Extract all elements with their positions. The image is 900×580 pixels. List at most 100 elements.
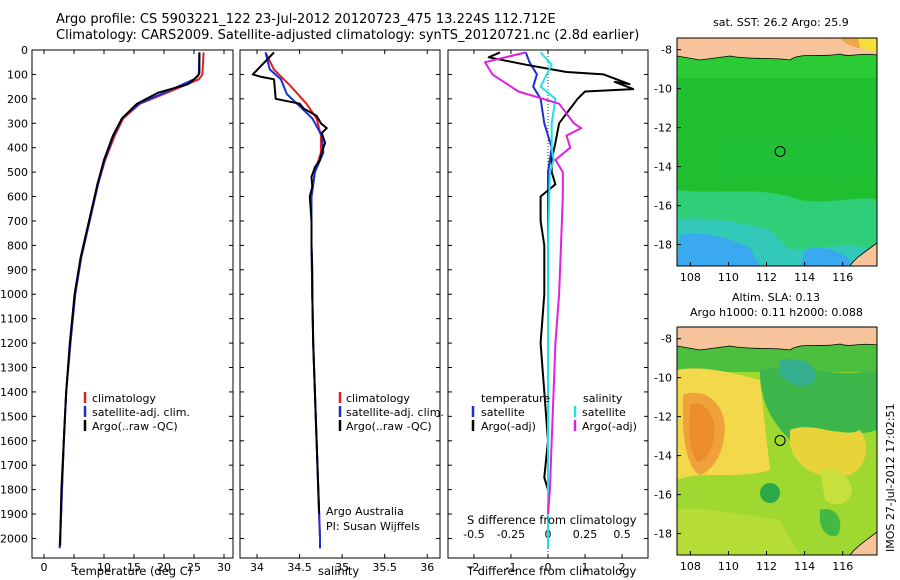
sst-map-ytick-label: -10 [654, 83, 672, 96]
temperature-legend-clim: climatology [92, 392, 156, 405]
sst-map-ytick-label: -12 [654, 122, 672, 135]
difference-s-xtick-label: 0.25 [573, 528, 598, 541]
temperature-xtick-label: 0 [41, 561, 48, 574]
sst-map-xtick-label: 108 [680, 271, 701, 284]
difference-xtick-label: 2 [619, 561, 626, 574]
sla-map-ytick-label: -18 [654, 528, 672, 541]
temperature-series-group [58, 52, 205, 549]
salinity-series-group [251, 51, 328, 549]
salinity-legend-sat: satellite-adj. clim. [346, 406, 444, 419]
difference-s-xtick-label: -0.25 [497, 528, 525, 541]
sst-map-title: sat. SST: 26.2 Argo: 25.9 [713, 16, 849, 29]
sla-map-subtitle: Argo h1000: 0.11 h2000: 0.088 [690, 306, 863, 319]
difference-s-xtick-label: 0.5 [613, 528, 631, 541]
salinity-legend-clim: climatology [346, 392, 410, 405]
sla-map-ytick-label: -14 [654, 450, 672, 463]
temperature-xtick-label: 15 [127, 561, 141, 574]
difference-legend-temp-argo: Argo(-adj) [481, 420, 536, 433]
depth-ytick-label: 1300 [0, 362, 28, 375]
sla-map-ytick-label: -12 [654, 411, 672, 424]
chart-subtitle: Climatology: CARS2009. Satellite-adjuste… [56, 28, 640, 43]
difference-xtick-label: -2 [468, 561, 479, 574]
difference-legend-temperature-header: temperature [481, 392, 550, 405]
salinity-xtick-label: 35 [335, 561, 349, 574]
sla-map-xtick-label: 114 [794, 560, 815, 573]
temperature-series-satellite-adj-clim [58, 52, 201, 549]
difference-legend-salinity-header: salinity [583, 392, 623, 405]
sst-map-ytick-label: -16 [654, 200, 672, 213]
depth-ytick-label: 200 [7, 93, 28, 106]
sst-map-xtick-label: 112 [756, 271, 777, 284]
depth-ytick-label: 600 [7, 191, 28, 204]
difference-xtick-label: 0 [545, 561, 552, 574]
salinity-note-line1: Argo Australia [326, 505, 404, 518]
depth-ytick-label: 700 [7, 215, 28, 228]
sla-map-xtick-label: 108 [680, 560, 701, 573]
salinity-xtick-label: 34 [250, 561, 264, 574]
dynamic-chart-layer: 0 5 10 15 20 25 300100200300400500600700800900… [0, 44, 853, 574]
salinity-legend-argo: Argo(..raw -QC) [346, 420, 432, 433]
depth-ytick-label: 500 [7, 166, 28, 179]
salinity-xlabel: salinity [318, 564, 359, 578]
temperature-legend-argo: Argo(..raw -QC) [92, 420, 178, 433]
sla-map-xtick-label: 110 [718, 560, 739, 573]
temperature-xtick-label: 25 [187, 561, 201, 574]
t-difference-xlabel: T difference from climatology [466, 564, 637, 578]
difference-legend-temp-sat: satellite [481, 406, 525, 419]
depth-ytick-label: 0 [21, 44, 28, 57]
depth-ytick-label: 1200 [0, 337, 28, 350]
sla-map-ytick-label: -16 [654, 489, 672, 502]
depth-ytick-label: 1600 [0, 435, 28, 448]
sla-map-ytick-label: -8 [661, 333, 672, 346]
sla-map-frame [676, 326, 878, 556]
sla-map-argo-marker [774, 434, 786, 446]
depth-ytick-label: 1700 [0, 459, 28, 472]
difference-legend: temperature salinity satellite Argo(-adj… [471, 392, 637, 433]
salinity-xtick-label: 35.5 [372, 561, 397, 574]
depth-ytick-label: 1500 [0, 410, 28, 423]
difference-xtick-label: -1 [505, 561, 516, 574]
footer-timestamp: IMOS 27-Jul-2012 17:02:51 [884, 403, 897, 552]
salinity-xtick-label: 34.5 [287, 561, 312, 574]
salinity-legend: climatology satellite-adj. clim. Argo(..… [338, 392, 444, 433]
difference-series-group [484, 51, 635, 549]
sla-map-xtick-label: 116 [832, 560, 853, 573]
depth-ytick-label: 1900 [0, 508, 28, 521]
salinity-panel-frame [239, 49, 441, 559]
depth-ytick-label: 900 [7, 264, 28, 277]
salinity-note-line2: PI: Susan Wijffels [326, 520, 420, 533]
sla-map-ytick-label: -10 [654, 372, 672, 385]
difference-legend-sal-sat: satellite [582, 406, 626, 419]
difference-series-salinity-satellite [539, 51, 557, 549]
temperature-panel-frame [31, 49, 234, 559]
sst-map-frame [676, 37, 878, 267]
sst-map-xtick-label: 116 [832, 271, 853, 284]
difference-legend-sal-argo: Argo(-adj) [582, 420, 637, 433]
depth-ytick-label: 1000 [0, 288, 28, 301]
difference-xtick-label: 1 [582, 561, 589, 574]
depth-ytick-label: 1400 [0, 386, 28, 399]
salinity-series-satellite-adj-clim [264, 52, 325, 549]
depth-ytick-label: 400 [7, 142, 28, 155]
temperature-series-climatology [58, 52, 205, 549]
sst-map [677, 38, 877, 266]
temperature-legend-sat: satellite-adj. clim. [92, 406, 190, 419]
temperature-xtick-label: 5 [71, 561, 78, 574]
temperature-xlabel: temperature (deg C) [74, 564, 192, 578]
depth-ytick-label: 2000 [0, 532, 28, 545]
chart-title: Argo profile: CS 5903221_122 23-Jul-2012… [56, 12, 556, 27]
temperature-xtick-label: 20 [157, 561, 171, 574]
sst-map-xtick-label: 114 [794, 271, 815, 284]
sst-map-ytick-label: -18 [654, 239, 672, 252]
temperature-series-argo-raw-qc [59, 52, 201, 546]
difference-series-salinity-argo-adj [484, 51, 583, 515]
s-difference-xlabel: S difference from climatology [467, 513, 637, 527]
temperature-xtick-label: 10 [97, 561, 111, 574]
sla-map [677, 327, 877, 555]
depth-ytick-label: 800 [7, 239, 28, 252]
sst-map-ytick-label: -14 [654, 161, 672, 174]
sst-map-argo-marker [774, 145, 786, 157]
difference-series-temperature-argo-adj [487, 51, 635, 546]
temperature-xtick-label: 30 [217, 561, 231, 574]
